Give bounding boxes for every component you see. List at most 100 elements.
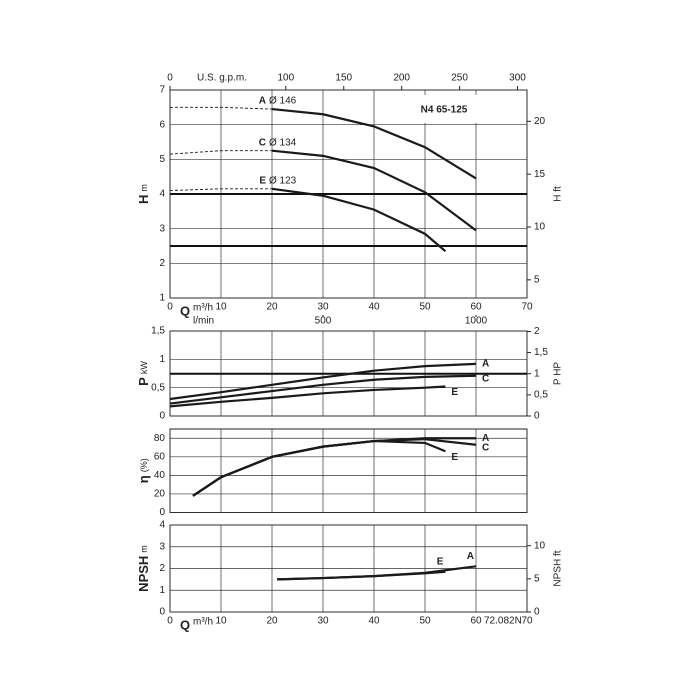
y2-tick-label: 10 xyxy=(534,222,546,233)
y-axis-title: NPSH xyxy=(136,556,151,592)
gpm-tick-label: 250 xyxy=(451,73,468,84)
y-tick-label: 2 xyxy=(159,258,165,269)
curve xyxy=(271,107,477,180)
x-axis-unit: m³/h xyxy=(193,303,213,314)
curve xyxy=(271,149,477,232)
y-tick-label: 80 xyxy=(154,433,166,444)
y-tick-label: 1 xyxy=(159,585,165,596)
y-axis-label: η (%) xyxy=(136,458,151,483)
y2-tick-label: 10 xyxy=(534,540,546,551)
y-axis-label: PkW xyxy=(136,361,151,386)
y-tick-label: 3 xyxy=(159,541,165,552)
x-tick-label: 30 xyxy=(317,302,329,313)
curve-label: E xyxy=(451,452,458,463)
chart-title: N4 65-125 xyxy=(421,105,468,116)
x-tick-label: 60 xyxy=(470,616,482,627)
y-tick-label: 6 xyxy=(159,119,165,130)
y2-tick-label: 2 xyxy=(534,326,540,337)
y-axis-title: H xyxy=(136,195,151,204)
y-tick-label: 0 xyxy=(159,507,165,518)
y-tick-label: 0,5 xyxy=(151,382,165,393)
y2-tick-label: 1 xyxy=(534,368,540,379)
curve-label: A xyxy=(467,551,474,562)
curve xyxy=(271,187,447,253)
lmin-tick-label: 1000 xyxy=(465,316,488,327)
gpm-tick-label: 300 xyxy=(509,73,526,84)
dashed-curve xyxy=(169,188,272,191)
x-tick-label: 50 xyxy=(419,616,431,627)
y-axis-unit: (%) xyxy=(139,458,149,472)
x-axis-label: Q xyxy=(180,303,190,318)
y2-tick-label: 15 xyxy=(534,169,546,180)
x-tick-label: 10 xyxy=(215,616,227,627)
curve xyxy=(169,385,446,408)
x-axis-label: Q xyxy=(180,617,190,632)
x-tick-label: 0 xyxy=(167,302,173,313)
x-tick-label: 30 xyxy=(317,616,329,627)
dashed-curve xyxy=(170,106,273,110)
x-tick-label: 40 xyxy=(368,302,380,313)
curve xyxy=(192,438,477,497)
y-tick-label: 7 xyxy=(159,85,165,96)
curve-diameter: Ø 146 xyxy=(269,96,297,107)
lmin-tick-label: 500 xyxy=(315,316,332,327)
curve xyxy=(169,374,477,405)
title-box xyxy=(388,95,500,123)
x-tick-label: 60 xyxy=(470,302,482,313)
y-axis-unit: m xyxy=(139,184,149,192)
y2-axis-label: P HP xyxy=(553,362,564,385)
x-tick-label: 40 xyxy=(368,616,380,627)
curve-label: E xyxy=(259,175,266,186)
y-tick-label: 20 xyxy=(154,489,166,500)
y-axis-unit: m xyxy=(139,545,149,553)
y-tick-label: 0 xyxy=(159,411,165,422)
y2-axis-label: H ft xyxy=(553,186,564,202)
y-axis-label: NPSH m xyxy=(136,545,151,592)
plot-frame xyxy=(169,428,528,513)
y2-tick-label: 20 xyxy=(534,116,546,127)
y-tick-label: 4 xyxy=(159,520,165,531)
curve-diameter: Ø 123 xyxy=(269,175,297,186)
x-tick-label: 70 xyxy=(521,616,533,627)
curve xyxy=(169,362,477,401)
curve-label: E xyxy=(451,387,458,398)
curve xyxy=(277,565,477,581)
note: 72.082N xyxy=(484,616,522,627)
y-tick-label: 4 xyxy=(159,189,165,200)
lmin-axis-label: l/min xyxy=(193,316,214,327)
y-tick-label: 1 xyxy=(159,293,165,304)
curve-diameter: Ø 134 xyxy=(269,137,297,148)
gpm-axis-label: U.S. g.p.m. xyxy=(197,73,247,84)
curve-label: E xyxy=(437,556,444,567)
y2-tick-label: 0 xyxy=(534,411,540,422)
x-tick-label: 20 xyxy=(266,616,278,627)
y-tick-label: 5 xyxy=(159,154,165,165)
y2-tick-label: 0,5 xyxy=(534,390,548,401)
y-tick-label: 3 xyxy=(159,223,165,234)
x-tick-label: 0 xyxy=(167,616,173,627)
curve-label: A xyxy=(482,359,489,370)
dashed-curve xyxy=(169,150,272,155)
x-tick-label: 20 xyxy=(266,302,278,313)
y-axis-unit: kW xyxy=(139,361,149,375)
x-tick-label: 10 xyxy=(215,302,227,313)
curve xyxy=(192,439,446,497)
y-axis-title: P xyxy=(136,377,151,386)
curve-label: A xyxy=(259,96,266,107)
y-tick-label: 60 xyxy=(154,451,166,462)
y2-axis-label: NPSH ft xyxy=(553,550,564,586)
gpm-tick-label: 100 xyxy=(277,73,294,84)
y2-tick-label: 5 xyxy=(534,573,540,584)
gpm-tick-label: 150 xyxy=(335,73,352,84)
y-tick-label: 1 xyxy=(159,354,165,365)
y2-tick-label: 5 xyxy=(534,274,540,285)
curve-label: C xyxy=(482,373,489,384)
y2-tick-label: 1,5 xyxy=(534,347,548,358)
y2-tick-label: 0 xyxy=(534,607,540,618)
curve-label: C xyxy=(259,137,266,148)
x-axis-unit: m³/h xyxy=(193,617,213,628)
y-tick-label: 40 xyxy=(154,470,166,481)
y-tick-label: 0 xyxy=(159,607,165,618)
gpm-tick-label: 0 xyxy=(167,73,173,84)
